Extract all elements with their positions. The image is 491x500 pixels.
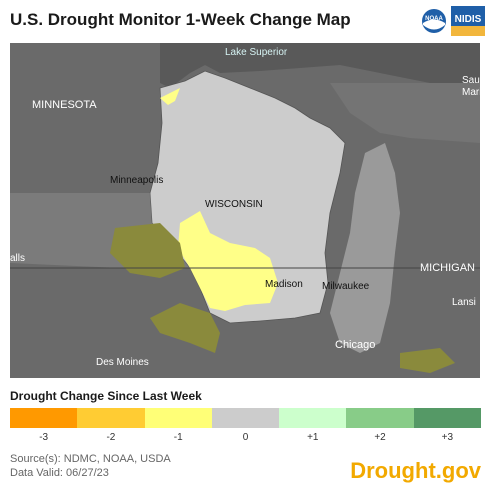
legend-item: -1 xyxy=(144,408,212,443)
marie-label: Marie xyxy=(462,87,480,98)
michigan-up xyxy=(330,83,480,143)
chicago-label: Chicago xyxy=(335,339,375,351)
legend-label: -3 xyxy=(39,432,49,443)
legend-label: +1 xyxy=(307,432,319,443)
legend-label: -1 xyxy=(173,432,183,443)
degradation-area-minnesota xyxy=(110,223,185,278)
degradation-area-michigan xyxy=(400,348,455,373)
legend-item: +3 xyxy=(413,408,481,443)
legend-item: +2 xyxy=(346,408,414,443)
drought-change-map[interactable]: Lake Superior MINNESOTA Minneapolis WISC… xyxy=(10,43,480,378)
minnesota-label: MINNESOTA xyxy=(32,99,97,111)
svg-text:NOAA: NOAA xyxy=(425,16,443,22)
page-title: U.S. Drought Monitor 1-Week Change Map xyxy=(10,10,351,29)
wisconsin-label: WISCONSIN xyxy=(205,199,263,210)
data-valid-line: Data Valid: 06/27/23 xyxy=(10,467,109,479)
legend-swatch xyxy=(413,408,481,428)
drought-gov-logo[interactable]: Drought.gov xyxy=(350,458,481,483)
legend-swatch xyxy=(10,408,78,428)
milwaukee-label: Milwaukee xyxy=(322,281,370,292)
des-moines-label: Des Moines xyxy=(96,357,149,368)
svg-text:NIDIS: NIDIS xyxy=(455,14,482,25)
lake-label: Lake Superior xyxy=(225,47,288,58)
legend-label: -2 xyxy=(106,432,116,443)
legend-title: Drought Change Since Last Week xyxy=(10,389,202,403)
legend: -3 -2 -1 0 +1 +2 +3 xyxy=(10,408,481,443)
legend-item: +1 xyxy=(279,408,347,443)
degradation-area-south xyxy=(178,211,278,311)
falls-label: alls xyxy=(10,253,25,264)
legend-swatch xyxy=(144,408,212,428)
legend-swatch xyxy=(346,408,414,428)
noaa-logo[interactable]: NOAA xyxy=(421,8,447,34)
source-text: Source(s): NDMC, NOAA, USDA Data Valid: … xyxy=(10,452,171,480)
lake-michigan xyxy=(330,143,400,353)
source-line: Source(s): NDMC, NOAA, USDA xyxy=(10,453,171,465)
minneapolis-label: Minneapolis xyxy=(110,175,163,186)
legend-item: -2 xyxy=(77,408,145,443)
legend-item: -3 xyxy=(10,408,78,443)
michigan-label: MICHIGAN xyxy=(420,262,475,274)
nidis-logo[interactable]: NIDIS xyxy=(451,6,485,36)
madison-label: Madison xyxy=(265,279,303,290)
legend-label: +2 xyxy=(374,432,386,443)
legend-swatch xyxy=(211,408,280,428)
legend-label: 0 xyxy=(242,432,249,443)
legend-swatch xyxy=(77,408,145,428)
logo-group: NOAA NIDIS xyxy=(421,6,485,36)
legend-item: 0 xyxy=(211,408,280,443)
sault-label: Sau xyxy=(462,75,480,86)
legend-swatch xyxy=(279,408,347,428)
lansing-label: Lansi xyxy=(452,297,476,308)
lake-superior xyxy=(160,43,480,88)
degradation-area-iowa xyxy=(150,303,220,353)
degradation-area-north xyxy=(160,88,180,105)
legend-label: +3 xyxy=(441,432,454,443)
